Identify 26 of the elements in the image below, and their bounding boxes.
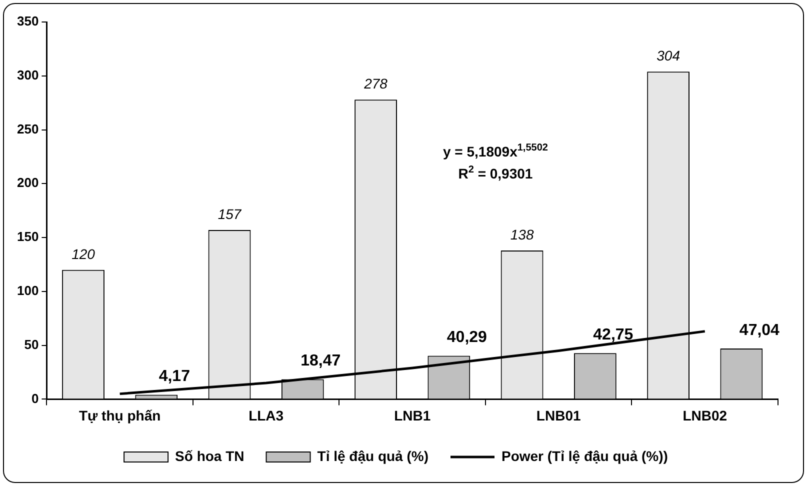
- y-tick-label: 50: [24, 336, 39, 352]
- data-label: 40,29: [446, 329, 488, 346]
- data-label: 138: [510, 226, 534, 242]
- y-tick-label: 150: [16, 229, 39, 244]
- x-tick-label: Tự thụ phấn: [78, 407, 161, 424]
- x-tick-label: LNB02: [682, 407, 728, 424]
- data-label: 47,04: [739, 322, 780, 339]
- y-tick-label: 200: [16, 175, 39, 190]
- x-tick-label: LLA3: [248, 407, 284, 424]
- data-label: 304: [656, 47, 680, 64]
- legend-label: Power (Tỉ lệ đậu quả (%)): [501, 448, 668, 464]
- x-tick-label: LNB1: [394, 407, 431, 424]
- y-tick-label: 0: [31, 390, 39, 406]
- data-label: 120: [72, 246, 96, 262]
- y-tick-label: 350: [16, 14, 39, 29]
- data-label: 18,47: [300, 352, 341, 370]
- y-tick-label: 250: [16, 121, 39, 136]
- data-label: 278: [363, 75, 388, 92]
- legend-label: Số hoa TN: [175, 448, 244, 464]
- y-tick-label: 300: [16, 67, 39, 82]
- data-label: 42,75: [593, 326, 634, 344]
- data-label: 4,17: [158, 368, 190, 386]
- y-tick-label: 100: [16, 283, 39, 298]
- data-label: 157: [218, 206, 242, 222]
- legend-label: Tỉ lệ đậu quả (%): [317, 448, 429, 464]
- x-tick-label: LNB01: [536, 407, 581, 424]
